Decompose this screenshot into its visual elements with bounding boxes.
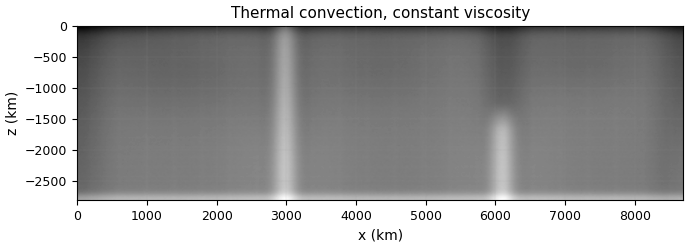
Title: Thermal convection, constant viscosity: Thermal convection, constant viscosity (231, 5, 530, 21)
Y-axis label: z (km): z (km) (6, 91, 19, 135)
X-axis label: x (km): x (km) (358, 228, 403, 243)
